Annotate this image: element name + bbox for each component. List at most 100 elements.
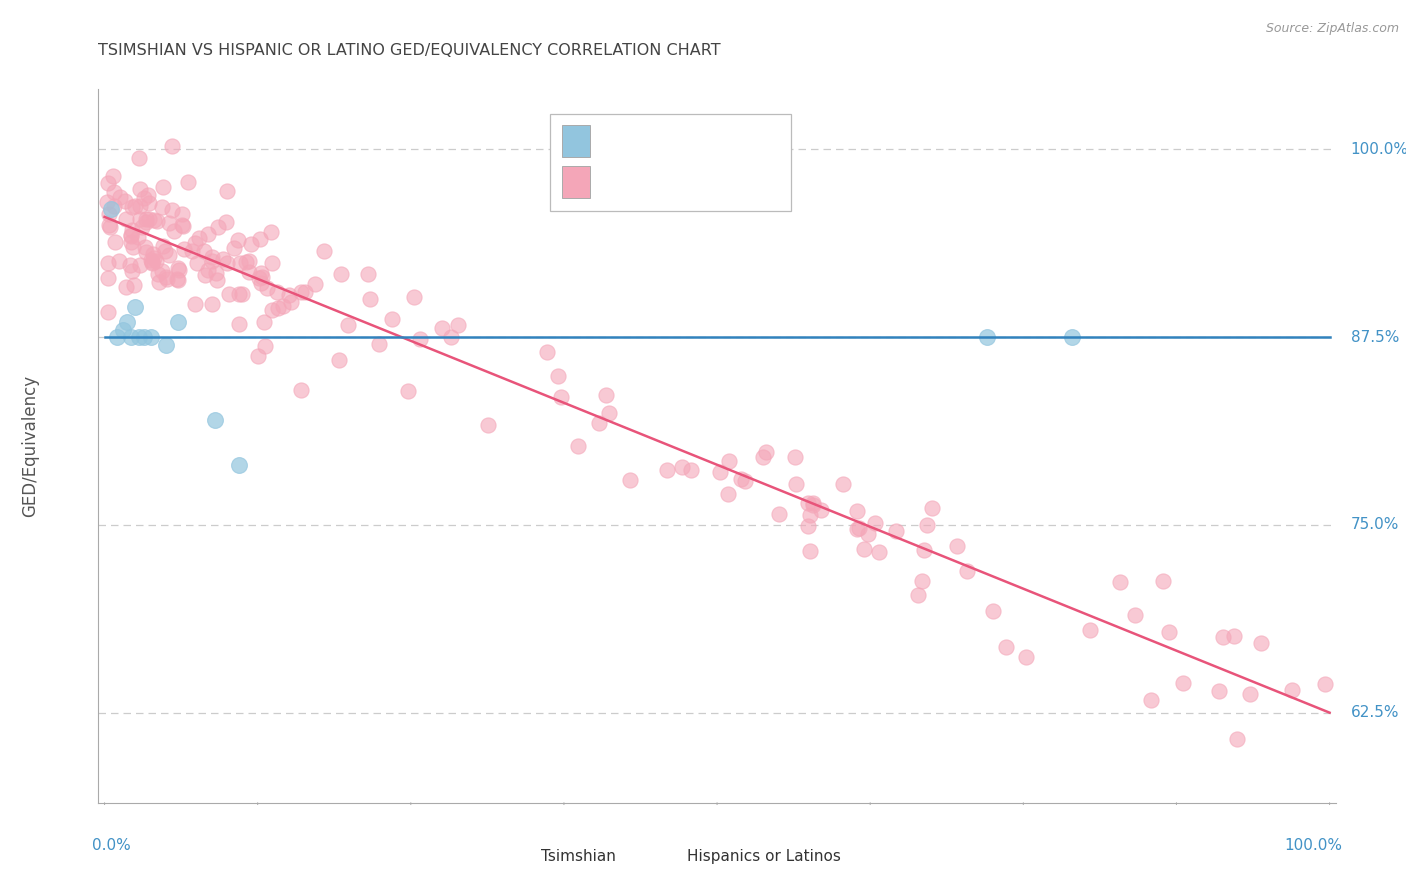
Point — [404, 290, 426, 304]
Point — [136, 187, 159, 202]
Point — [1062, 330, 1084, 344]
Point — [256, 281, 278, 295]
Point — [1222, 629, 1244, 643]
Bar — [506, 844, 534, 869]
Point — [260, 225, 283, 239]
Point — [121, 200, 143, 214]
Point — [131, 220, 153, 235]
Point — [150, 264, 173, 278]
Text: Source: ZipAtlas.com: Source: ZipAtlas.com — [1265, 22, 1399, 36]
Point — [863, 516, 886, 530]
Point — [845, 522, 868, 536]
Point — [135, 244, 157, 259]
Point — [1015, 649, 1038, 664]
Point — [115, 212, 138, 227]
Point — [868, 544, 890, 558]
Point — [197, 227, 219, 241]
Point — [167, 315, 190, 329]
Point — [181, 244, 204, 259]
Point — [1226, 731, 1249, 746]
Point — [228, 286, 250, 301]
Point — [1315, 676, 1337, 690]
Point — [681, 463, 703, 477]
Text: 87.5%: 87.5% — [1351, 329, 1399, 344]
Text: 75.0%: 75.0% — [1351, 517, 1399, 533]
Text: R =: R = — [599, 175, 633, 189]
Point — [217, 184, 239, 198]
Point — [228, 458, 250, 472]
Point — [128, 199, 150, 213]
Point — [115, 315, 138, 329]
Point — [430, 321, 453, 335]
Point — [97, 305, 120, 319]
Point — [121, 240, 143, 254]
Point — [995, 640, 1018, 654]
Point — [249, 232, 271, 246]
Point — [235, 254, 257, 268]
Point — [911, 574, 934, 589]
Point — [153, 244, 176, 258]
Point — [1239, 688, 1261, 702]
Point — [1123, 607, 1146, 622]
Point — [124, 300, 146, 314]
Point — [183, 297, 205, 311]
Text: N =: N = — [689, 175, 723, 189]
Point — [218, 286, 240, 301]
Point — [193, 244, 215, 258]
Text: GED/Equivalency: GED/Equivalency — [21, 375, 39, 517]
Point — [138, 212, 160, 227]
Point — [981, 604, 1004, 618]
Point — [290, 285, 312, 299]
Bar — [562, 166, 589, 198]
Point — [884, 524, 907, 538]
Point — [101, 169, 124, 184]
Point — [141, 256, 163, 270]
Point — [381, 311, 404, 326]
Point — [150, 200, 173, 214]
Point — [588, 416, 610, 430]
Point — [98, 218, 121, 232]
Point — [409, 332, 432, 346]
Point — [121, 330, 143, 344]
Point — [1108, 574, 1130, 589]
Point — [201, 254, 224, 268]
Point — [280, 295, 302, 310]
Point — [160, 139, 183, 153]
Point — [856, 527, 879, 541]
Point — [214, 215, 236, 229]
FancyBboxPatch shape — [550, 114, 792, 211]
Point — [368, 336, 391, 351]
Point — [115, 280, 138, 294]
Point — [128, 152, 150, 166]
Point — [440, 329, 463, 343]
Point — [238, 265, 260, 279]
Point — [848, 521, 870, 535]
Point — [177, 175, 200, 189]
Point — [157, 216, 180, 230]
Point — [100, 202, 122, 217]
Point — [304, 277, 326, 292]
Point — [238, 254, 260, 268]
Point — [108, 189, 131, 203]
Point — [717, 487, 740, 501]
Point — [128, 182, 150, 196]
Text: R =: R = — [599, 134, 633, 149]
Point — [246, 350, 269, 364]
Point — [148, 267, 170, 281]
Point — [156, 272, 179, 286]
Point — [655, 463, 678, 477]
Point — [271, 299, 294, 313]
Point — [921, 500, 943, 515]
Point — [262, 256, 284, 270]
Point — [135, 212, 157, 227]
Point — [172, 219, 194, 234]
Point — [1140, 693, 1163, 707]
Point — [845, 504, 868, 518]
Text: 15: 15 — [723, 134, 744, 149]
Point — [207, 220, 229, 235]
Point — [250, 266, 273, 280]
Point — [134, 191, 156, 205]
Point — [598, 406, 620, 420]
Point — [173, 242, 195, 256]
Point — [312, 244, 335, 258]
